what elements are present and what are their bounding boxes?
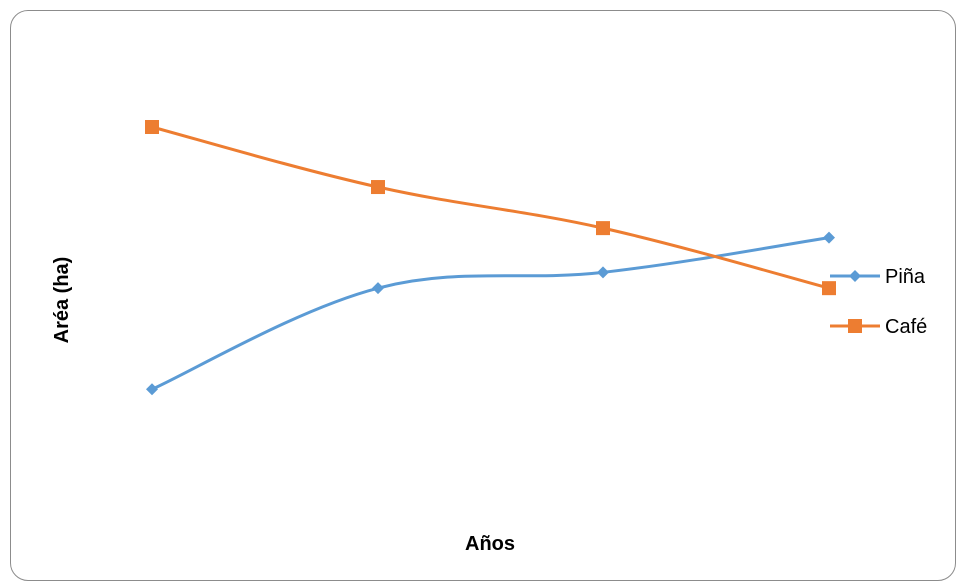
series-line-1 [151, 125, 830, 290]
series-1 [145, 120, 836, 296]
legend-item-1: Café [830, 316, 927, 338]
point-1-2 [596, 221, 610, 236]
point-0-0 [146, 383, 158, 396]
series-0 [146, 231, 835, 396]
series-layer [145, 120, 836, 396]
chart-frame [10, 10, 956, 581]
point-0-1 [372, 282, 384, 295]
point-1-3 [822, 281, 836, 296]
point-1-1 [371, 180, 385, 195]
point-0-2 [597, 266, 609, 279]
legend-item-0: Piña [830, 266, 926, 288]
series-line-0 [151, 236, 830, 391]
x-axis-title: Años [465, 533, 515, 555]
legend-marker-0 [849, 270, 861, 282]
legend-label-0: Piña [885, 266, 926, 288]
legend-label-1: Café [885, 316, 927, 338]
point-0-3 [823, 231, 835, 244]
legend: Piña Café [830, 266, 927, 338]
legend-marker-1 [848, 319, 862, 333]
point-1-0 [145, 120, 159, 134]
y-axis-title: Aréa (ha) [51, 257, 73, 344]
